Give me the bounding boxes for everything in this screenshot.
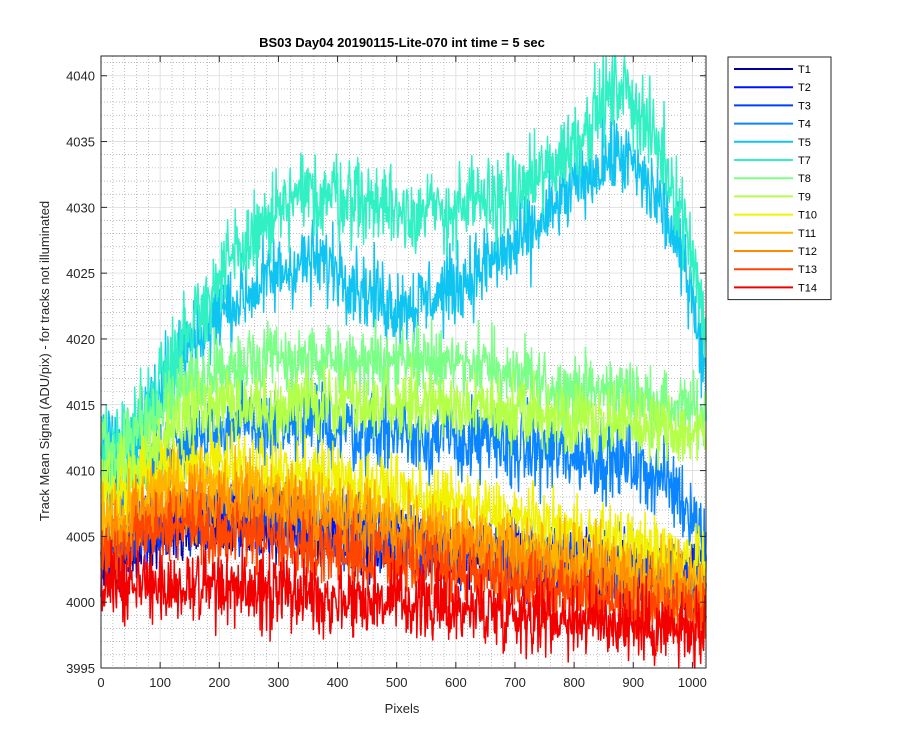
legend-label-T3: T3 bbox=[798, 100, 811, 112]
y-tick-label: 4020 bbox=[66, 332, 95, 347]
y-tick-label: 4025 bbox=[66, 266, 95, 281]
legend-label-T14: T14 bbox=[798, 282, 817, 294]
y-tick-label: 4035 bbox=[66, 135, 95, 150]
series-line-T8 bbox=[100, 317, 707, 490]
legend-label-T7: T7 bbox=[798, 155, 811, 167]
x-tick-label: 0 bbox=[97, 675, 104, 690]
x-tick-label: 900 bbox=[622, 675, 644, 690]
legend-label-T5: T5 bbox=[798, 137, 811, 149]
y-tick-label: 4030 bbox=[66, 200, 95, 215]
y-tick-label: 4010 bbox=[66, 464, 95, 479]
plot-area: 0 100 200 300 400 500 600 700 800 900 1000 3995 4000… bbox=[66, 55, 707, 690]
x-tick-label: 800 bbox=[563, 675, 585, 690]
legend-label-T8: T8 bbox=[798, 173, 811, 185]
x-tick-label: 600 bbox=[445, 675, 467, 690]
chart-title: BS03 Day04 20190115-Lite-070 int time = … bbox=[259, 35, 545, 50]
series-line-T12 bbox=[100, 464, 707, 631]
x-axis-label: Pixels bbox=[385, 701, 420, 716]
legend-label-T1: T1 bbox=[798, 64, 811, 76]
y-tick-label: 4000 bbox=[66, 595, 95, 610]
x-tick-label: 100 bbox=[149, 675, 171, 690]
y-tick-label: 3995 bbox=[66, 661, 95, 676]
legend-label-T11: T11 bbox=[798, 228, 816, 240]
legend-label-T13: T13 bbox=[798, 264, 817, 276]
series-line-T7 bbox=[100, 55, 707, 503]
legend-label-T12: T12 bbox=[798, 246, 817, 258]
legend-label-T9: T9 bbox=[798, 191, 811, 203]
x-tick-label: 500 bbox=[386, 675, 408, 690]
x-tick-label: 400 bbox=[327, 675, 349, 690]
series-line-T4 bbox=[100, 374, 707, 575]
x-tick-label: 700 bbox=[504, 675, 526, 690]
y-tick-label: 4040 bbox=[66, 69, 95, 84]
legend-label-T2: T2 bbox=[798, 82, 811, 94]
x-tick-label: 200 bbox=[208, 675, 230, 690]
legend-label-T4: T4 bbox=[798, 119, 811, 131]
y-axis-label: Track Mean Signal (ADU/pix) - for tracks… bbox=[37, 201, 52, 521]
x-tick-label: 300 bbox=[268, 675, 290, 690]
series-line-T14 bbox=[100, 539, 707, 669]
series-line-T9 bbox=[100, 355, 707, 517]
x-tick-label: 1000 bbox=[678, 675, 707, 690]
y-tick-label: 4005 bbox=[66, 529, 95, 544]
y-tick-label: 4015 bbox=[66, 398, 95, 413]
axes-box bbox=[100, 55, 707, 669]
series-line-T5 bbox=[100, 103, 707, 489]
legend: T1 T2 T3 T4 T5 T7 T8 T9 T10 T11 T12 T13 T14 bbox=[727, 56, 832, 301]
legend-label-T10: T10 bbox=[798, 210, 817, 222]
